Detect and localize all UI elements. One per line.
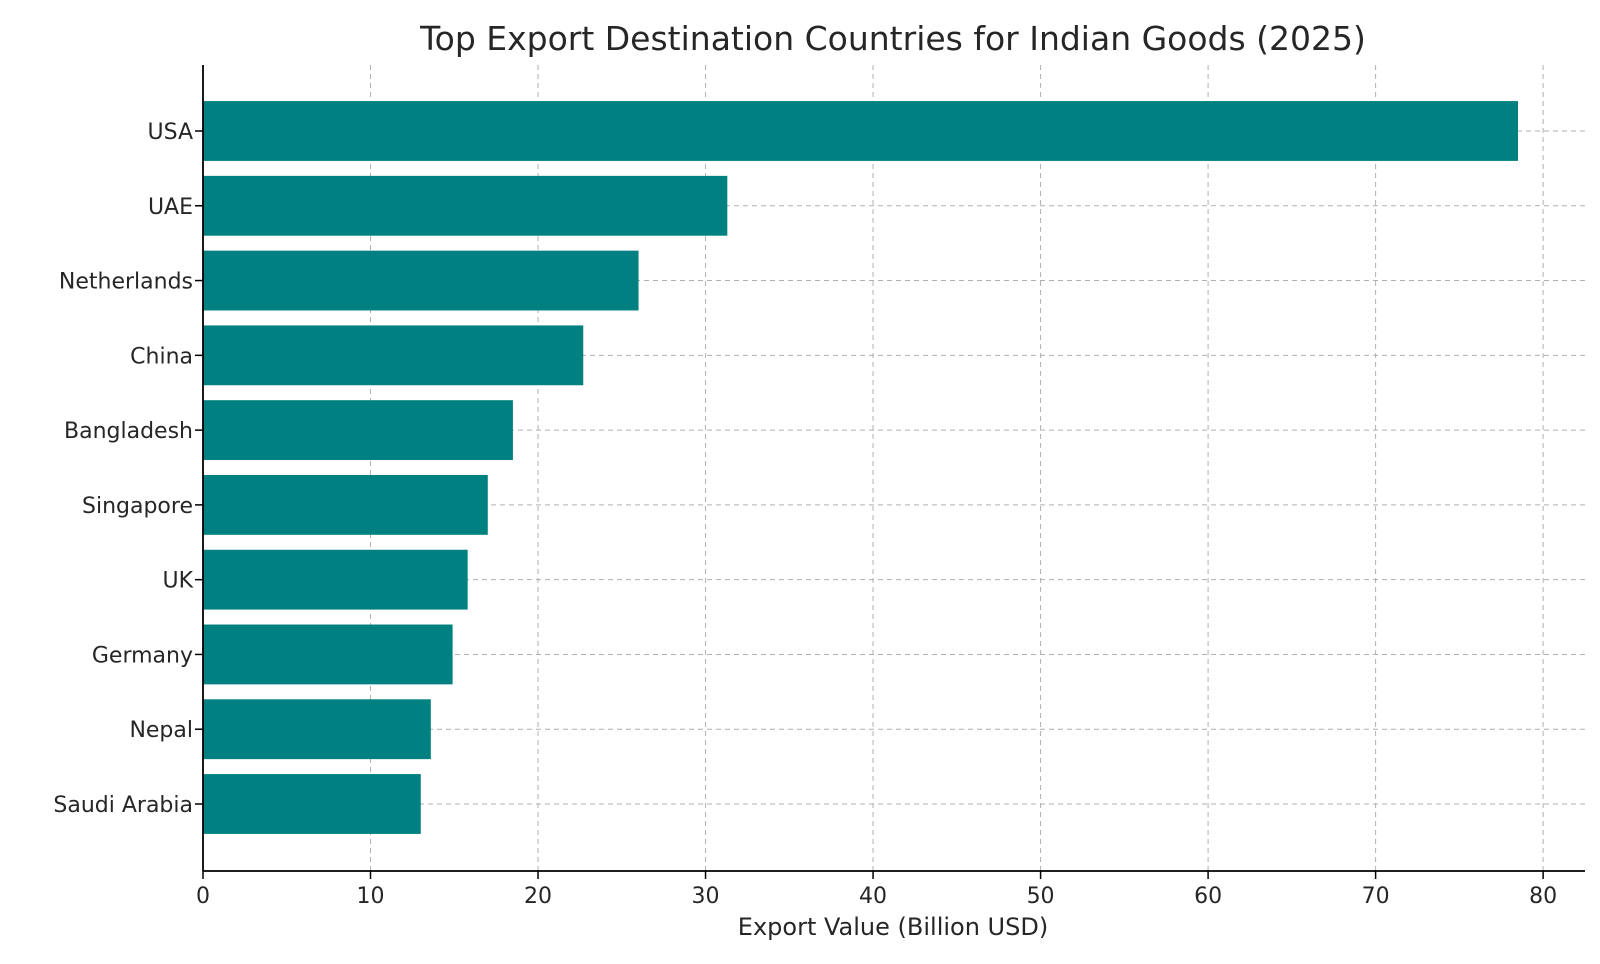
axes: [202, 65, 1585, 872]
y-tick-label: Singapore: [82, 494, 193, 519]
x-tick-label: 70: [1362, 884, 1390, 909]
x-tick-label: 40: [859, 884, 887, 909]
x-tick-label: 30: [692, 884, 720, 909]
bar-china: [203, 325, 584, 386]
y-tick-label: UAE: [148, 195, 193, 220]
bar-nepal: [203, 699, 431, 760]
x-tick-labels: 0 10 20 30 40 50 60 70 80: [196, 871, 1557, 909]
bar-uae: [203, 175, 728, 236]
x-tick-label: 60: [1194, 884, 1222, 909]
bar-netherlands: [203, 250, 639, 311]
x-axis-label: Export Value (Billion USD): [738, 913, 1048, 941]
y-tick-label: Germany: [92, 643, 193, 668]
bar-usa: [203, 101, 1518, 161]
y-tick-label: Nepal: [129, 718, 193, 743]
y-tick-labels: USA UAE Netherlands China Bangladesh Singapor…: [53, 120, 203, 818]
bar-bangladesh: [203, 400, 513, 461]
x-tick-label: 50: [1027, 884, 1055, 909]
bar-singapore: [203, 474, 488, 535]
bar-germany: [203, 624, 453, 685]
bar-uk: [203, 549, 468, 610]
y-tick-label: Netherlands: [59, 270, 193, 295]
x-tick-label: 80: [1529, 884, 1557, 909]
y-tick-label: USA: [147, 120, 193, 145]
y-tick-label: China: [130, 344, 193, 369]
x-tick-label: 0: [196, 884, 210, 909]
chart-title: Top Export Destination Countries for Ind…: [419, 19, 1366, 58]
bars: [203, 101, 1518, 834]
y-tick-label: Bangladesh: [64, 419, 193, 444]
y-tick-label: UK: [162, 569, 193, 594]
x-tick-label: 20: [524, 884, 552, 909]
y-tick-label: Saudi Arabia: [53, 793, 193, 818]
x-tick-label: 10: [357, 884, 385, 909]
bar-saudi-arabia: [203, 774, 421, 834]
